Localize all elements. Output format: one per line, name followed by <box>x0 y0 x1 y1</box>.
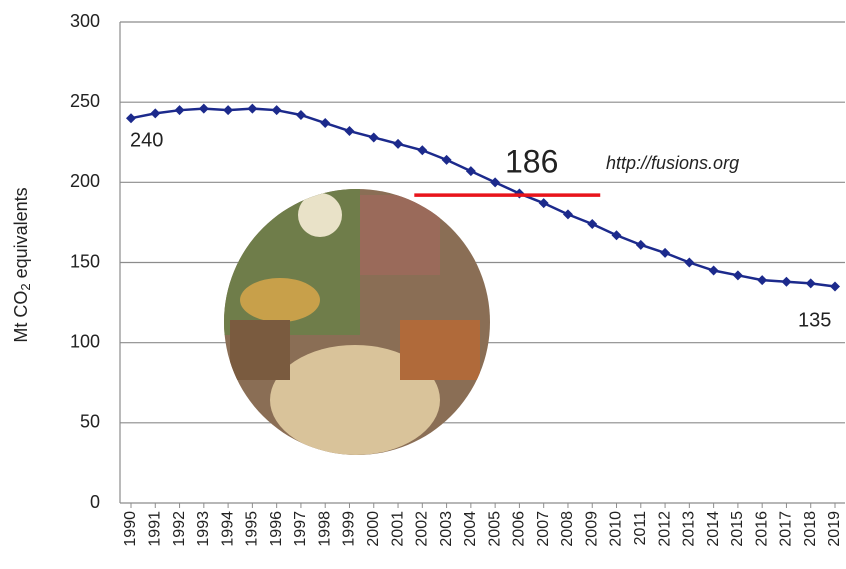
x-tick-label: 2011 <box>632 511 649 546</box>
x-tick-label: 1994 <box>219 511 236 547</box>
annotation: http://fusions.org <box>606 153 739 173</box>
marker <box>562 209 573 220</box>
x-tick-label: 2012 <box>656 511 673 547</box>
y-label-suffix: equivalents <box>11 187 31 283</box>
x-tick-label: 2006 <box>511 511 528 547</box>
y-label-main: Mt CO <box>11 291 31 343</box>
x-tick-label: 1999 <box>341 511 358 547</box>
x-tick-label: 1990 <box>122 511 139 547</box>
marker <box>223 105 234 116</box>
x-tick-label: 2014 <box>705 511 722 547</box>
x-tick-label: 1993 <box>195 511 212 547</box>
marker <box>465 166 476 177</box>
x-tick-label: 2009 <box>583 511 600 547</box>
marker <box>708 265 719 276</box>
marker <box>757 275 768 286</box>
x-tick-label: 2005 <box>486 511 503 547</box>
marker <box>344 126 355 137</box>
y-tick-label: 300 <box>70 11 100 31</box>
marker <box>295 109 306 120</box>
x-tick-label: 2004 <box>462 511 479 547</box>
x-tick-label: 2003 <box>438 511 455 547</box>
x-tick-label: 1991 <box>146 511 163 547</box>
x-tick-label: 2017 <box>778 511 795 547</box>
marker <box>684 257 695 268</box>
x-tick-label: 2018 <box>802 511 819 547</box>
y-tick-label: 0 <box>90 492 100 512</box>
x-tick-label: 2002 <box>414 511 431 547</box>
y-label-subscript: 2 <box>18 283 33 290</box>
x-tick-label: 2008 <box>559 511 576 547</box>
x-tick-label: 1992 <box>171 511 188 547</box>
marker <box>635 239 646 250</box>
x-tick-label: 1995 <box>244 511 261 547</box>
x-tick-label: 2000 <box>365 511 382 547</box>
x-tick-label: 2001 <box>389 511 406 547</box>
x-tick-label: 1998 <box>316 511 333 547</box>
x-tick-label: 2015 <box>729 511 746 547</box>
series-line <box>130 107 836 288</box>
x-tick-label: 2007 <box>535 511 552 547</box>
marker <box>660 247 671 258</box>
x-tick-label: 2010 <box>608 511 625 547</box>
marker <box>393 138 404 149</box>
marker <box>271 105 282 116</box>
marker <box>781 276 792 287</box>
marker <box>830 281 840 292</box>
marker <box>320 118 331 129</box>
annotation: 135 <box>798 309 831 331</box>
annotation: 186 <box>505 143 558 179</box>
x-tick-label: 2016 <box>753 511 770 547</box>
marker <box>247 103 258 114</box>
marker <box>611 230 622 241</box>
x-tick-label: 2013 <box>681 511 698 547</box>
photo <box>224 189 490 455</box>
x-tick-label: 1997 <box>292 511 309 547</box>
marker <box>368 132 379 143</box>
marker <box>126 113 136 124</box>
marker <box>587 219 598 230</box>
y-tick-label: 200 <box>70 171 100 191</box>
marker <box>732 270 743 281</box>
y-tick-label: 100 <box>70 331 100 351</box>
marker <box>198 103 209 114</box>
marker <box>538 198 549 209</box>
x-tick-label: 2019 <box>826 511 843 547</box>
marker <box>150 108 161 119</box>
marker <box>441 154 452 165</box>
x-tick-label: 1996 <box>268 511 285 547</box>
y-tick-label: 250 <box>70 91 100 111</box>
marker <box>417 145 428 156</box>
y-axis-label: Mt CO2 equivalents <box>11 187 34 342</box>
annotation: 240 <box>130 129 163 151</box>
marker <box>174 105 185 116</box>
y-tick-label: 150 <box>70 251 100 271</box>
marker <box>490 177 501 188</box>
y-tick-label: 50 <box>80 412 100 432</box>
marker <box>805 278 816 289</box>
